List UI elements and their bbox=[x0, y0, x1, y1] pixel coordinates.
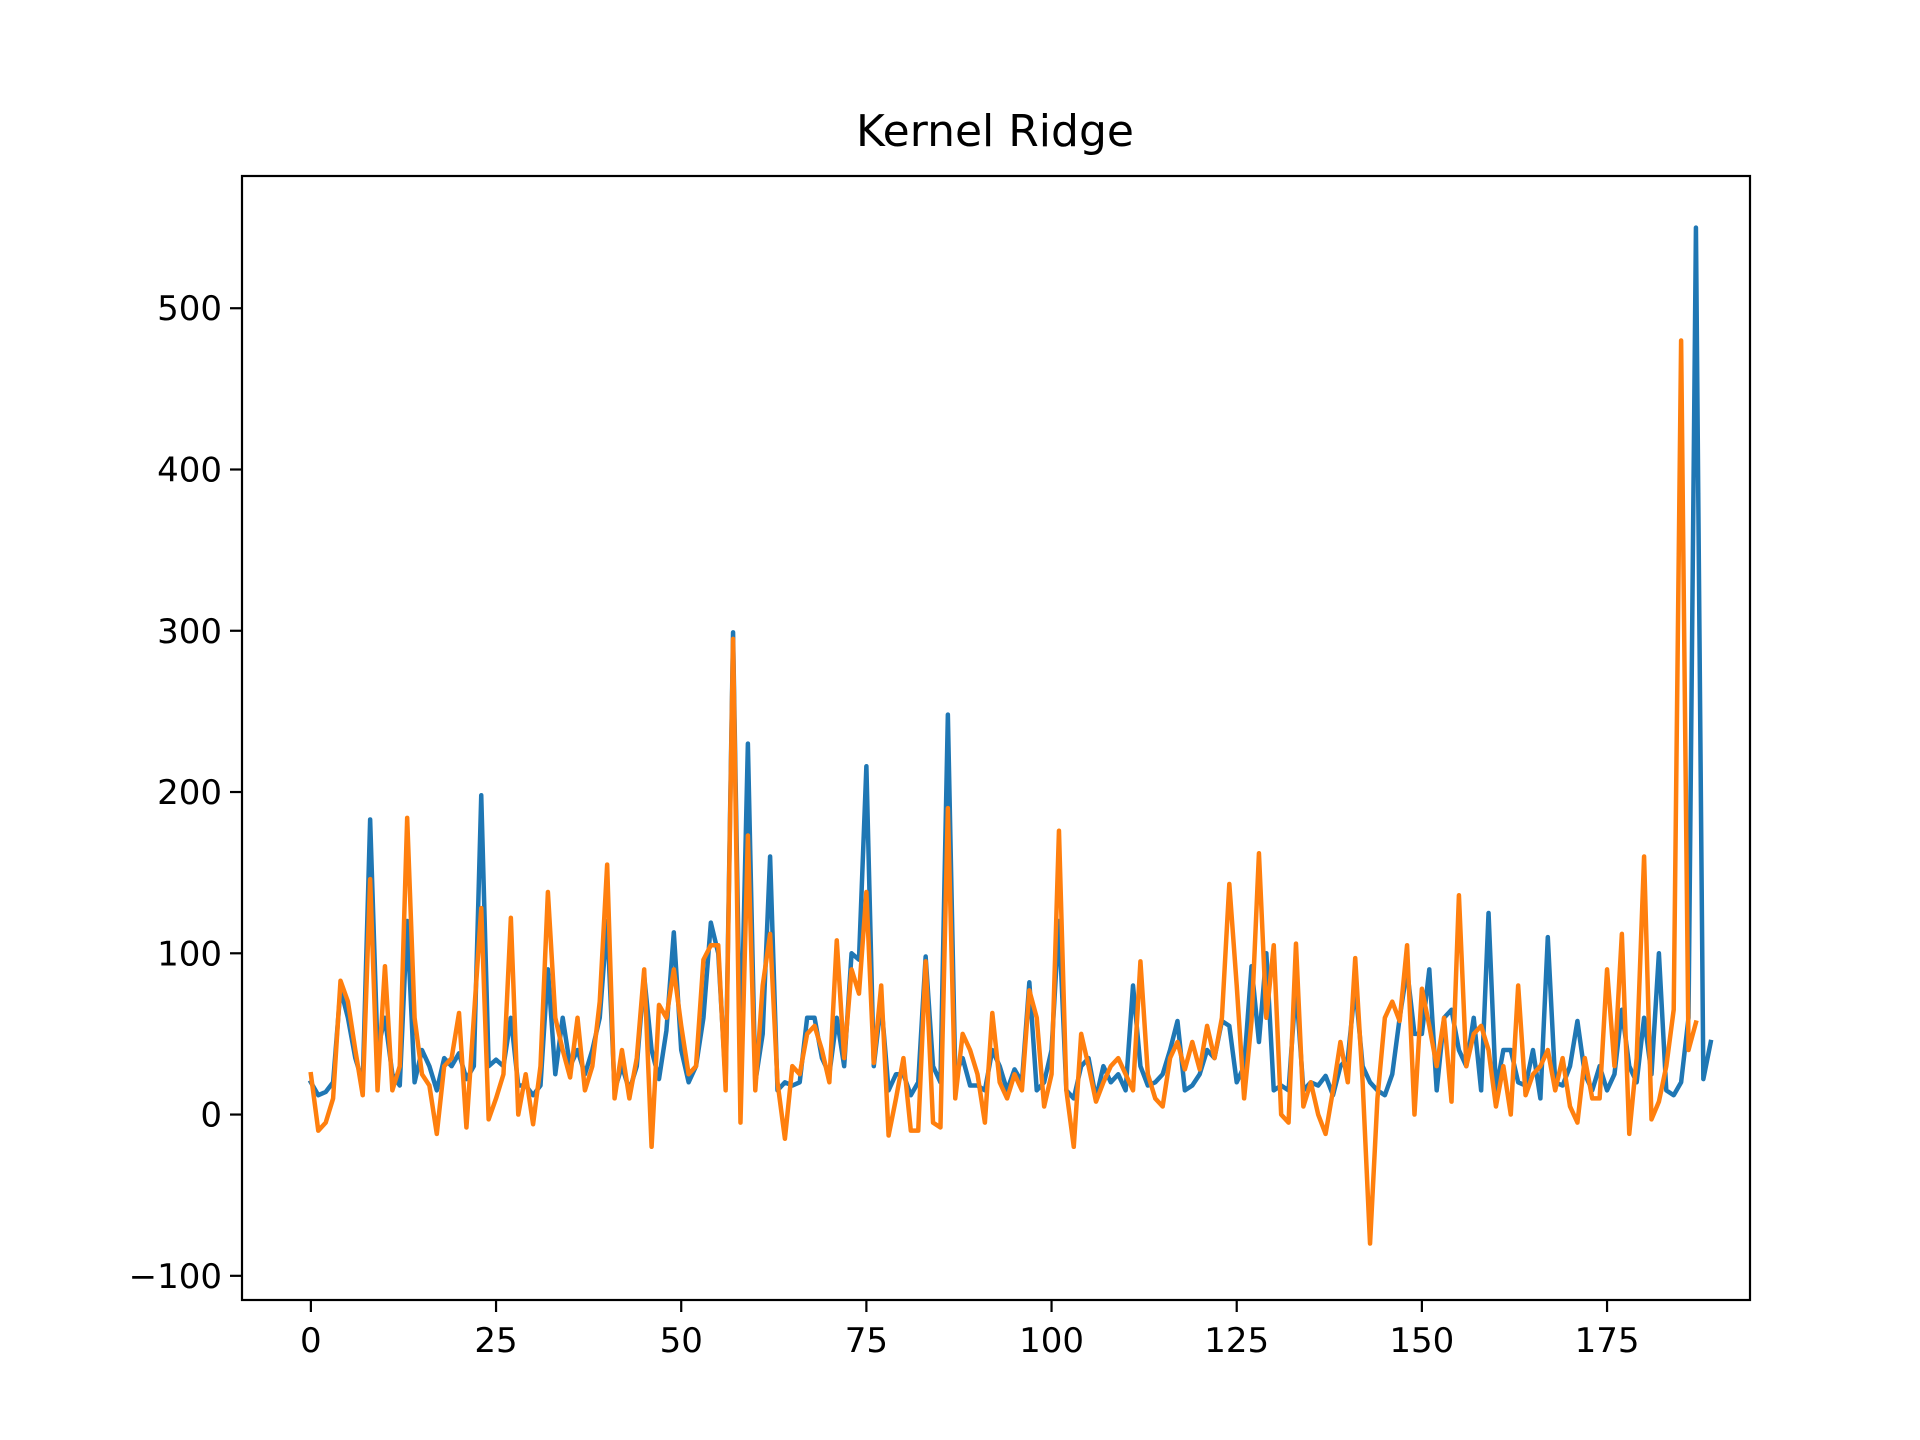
plot-area-frame bbox=[240, 174, 1752, 1302]
series-layer bbox=[307, 225, 1714, 1246]
y-axis: −100 0 100 200 300 400 500 bbox=[129, 289, 242, 1297]
y-tick-label: 0 bbox=[200, 1096, 222, 1136]
y-tick-label: 200 bbox=[157, 773, 222, 813]
x-tick-label: 175 bbox=[1575, 1321, 1640, 1361]
x-tick-label: 25 bbox=[474, 1321, 517, 1361]
y-tick-label: 400 bbox=[157, 450, 222, 490]
x-tick-label: 125 bbox=[1204, 1321, 1269, 1361]
y-tick-label: 100 bbox=[157, 934, 222, 974]
x-tick-label: 50 bbox=[660, 1321, 703, 1361]
y-tick-label: 300 bbox=[157, 612, 222, 652]
x-tick-label: 100 bbox=[1019, 1321, 1084, 1361]
x-tick-label: 0 bbox=[300, 1321, 322, 1361]
x-tick-label: 75 bbox=[845, 1321, 888, 1361]
x-axis: 0 25 50 75 100 125 150 175 bbox=[300, 1300, 1640, 1361]
series-line-2 bbox=[308, 338, 1699, 1246]
y-tick-label: 500 bbox=[157, 289, 222, 329]
chart-title: Kernel Ridge bbox=[856, 106, 1134, 157]
x-tick-label: 150 bbox=[1389, 1321, 1454, 1361]
y-tick-label: −100 bbox=[129, 1257, 222, 1297]
